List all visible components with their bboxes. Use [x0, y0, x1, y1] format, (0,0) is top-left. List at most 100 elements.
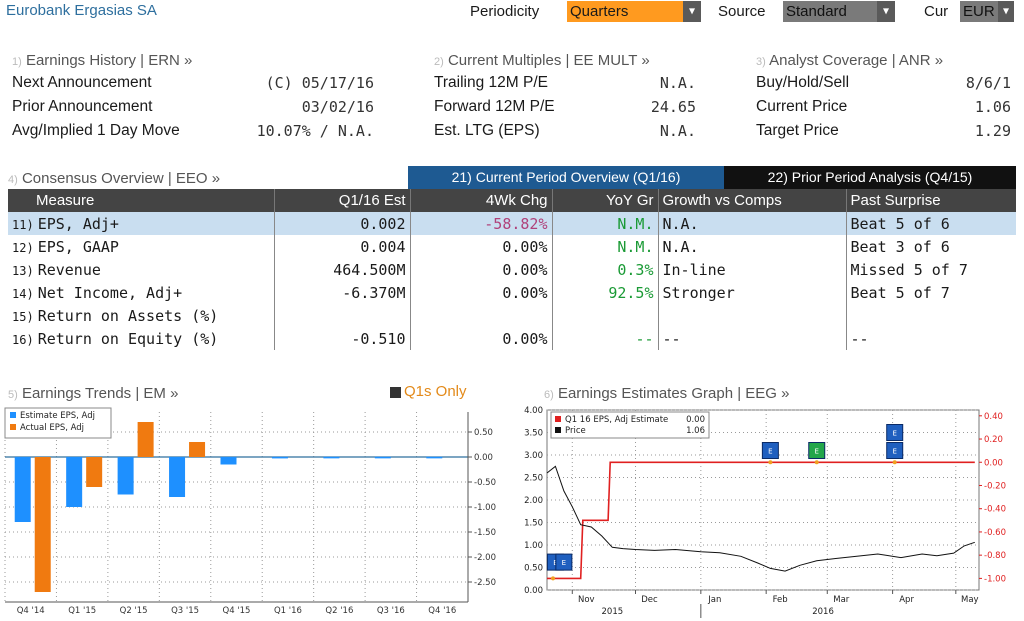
currency-select[interactable]: EUR — [960, 1, 998, 22]
source-select[interactable]: Standard — [783, 1, 877, 22]
periodicity-label: Periodicity — [470, 3, 540, 20]
row-number: 12) — [12, 240, 34, 255]
measure-cell: 15) Return on Assets (%) — [8, 304, 275, 327]
bar — [323, 456, 340, 459]
earnings-marker-label: E — [562, 559, 566, 567]
bar — [271, 456, 288, 459]
chevron-down-icon[interactable]: ▼ — [877, 1, 895, 22]
x-tick-label: Q1 '15 — [68, 606, 96, 616]
yoy-growth-cell: -- — [552, 327, 659, 350]
y-tick-label: 1.00 — [524, 541, 543, 551]
bar — [14, 457, 31, 522]
estimate-cell: 0.002 — [274, 212, 411, 235]
bar — [66, 457, 83, 507]
earnings-trends-chart: 0.50 0.00 -0.50 -1.00 -1.50 -2.00 -2.50 Q4 '14 Q… — [4, 407, 496, 616]
x-tick-label: Q2 '15 — [120, 606, 148, 616]
growth-vs-comps-cell — [658, 304, 847, 327]
row-number: 14) — [12, 286, 34, 301]
chevron-down-icon[interactable]: ▼ — [998, 1, 1014, 22]
estimates-graph-title[interactable]: 6) Earnings Estimates Graph | EEG » — [544, 385, 789, 402]
y2-tick-label: -1.00 — [984, 574, 1006, 584]
legend-value: 0.00 — [686, 415, 705, 425]
consensus-overview-title[interactable]: 4) Consensus Overview | EEO » — [8, 170, 220, 187]
forward-pe-value: 24.65 — [650, 98, 696, 116]
y2-tick-label: -0.40 — [984, 505, 1006, 515]
surprise-dot — [814, 460, 819, 465]
x-tick-label: Q2 '16 — [325, 606, 353, 616]
surprise-dot — [768, 460, 773, 465]
measure-label: Return on Equity (%) — [37, 329, 219, 348]
analyst-coverage-title[interactable]: 3) Analyst Coverage | ANR » — [756, 52, 943, 69]
y-tick-label: -2.50 — [474, 578, 496, 588]
row-number: 15) — [12, 309, 34, 324]
past-surprise-cell: Missed 5 of 7 — [850, 260, 968, 279]
tab-prior-period[interactable]: 22) Prior Period Analysis (Q4/15) — [724, 166, 1016, 189]
x-tick-label: Q4 '14 — [17, 606, 45, 616]
four-week-change-cell: -58.82% — [410, 212, 553, 235]
bar — [189, 442, 206, 457]
current-multiples-title[interactable]: 2) Current Multiples | EE MULT » — [434, 52, 650, 69]
y-tick-label: -0.50 — [474, 478, 496, 488]
table-row[interactable]: 11) EPS, Adj+ 0.002 -58.82% N.M. N.A. Beat 5 o… — [8, 212, 1016, 235]
periodicity-select[interactable]: Quarters — [567, 1, 683, 22]
growth-vs-comps-cell: In-line — [658, 258, 847, 281]
four-week-change-cell: 0.00% — [410, 327, 553, 350]
x-tick-label: Jan — [707, 595, 721, 605]
past-surprise-cell: Beat 5 of 7 — [850, 283, 950, 302]
currency-label: Cur — [924, 3, 949, 20]
y-tick-label: 2.50 — [524, 474, 543, 484]
buy-hold-sell-label: Buy/Hold/Sell — [756, 74, 850, 91]
tab-current-period[interactable]: 21) Current Period Overview (Q1/16) — [408, 166, 724, 189]
earnings-marker — [808, 442, 826, 459]
legend-label: Price — [565, 426, 586, 436]
section-title-text: Current Multiples | EE MULT » — [447, 52, 650, 69]
legend-label: Actual EPS, Adj — [20, 423, 84, 433]
q1s-only-checkbox[interactable] — [390, 387, 401, 398]
bar — [137, 422, 154, 457]
y-tick-label: 3.50 — [524, 429, 543, 439]
column-header[interactable]: Past Surprise — [846, 189, 1016, 212]
current-price-value: 1.06 — [974, 98, 1011, 116]
yoy-growth-cell: N.M. — [552, 212, 659, 235]
table-row[interactable]: 14) Net Income, Adj+ -6.370M 0.00% 92.5% Stro… — [8, 281, 1016, 304]
x-tick-label: May — [961, 595, 979, 605]
y-tick-label: 1.50 — [524, 519, 543, 529]
section-title-text: Earnings History | ERN » — [25, 52, 193, 69]
x-tick-label: Q1 '16 — [274, 606, 302, 616]
measure-label: EPS, Adj+ — [37, 214, 119, 233]
table-row[interactable]: 15) Return on Assets (%) — [8, 304, 1016, 327]
measure-label: Net Income, Adj+ — [37, 283, 183, 302]
table-row[interactable]: 12) EPS, GAAP 0.004 0.00% N.M. N.A. Beat 3 of … — [8, 235, 1016, 258]
measure-cell: 12) EPS, GAAP — [8, 235, 275, 258]
legend — [4, 407, 112, 439]
chevron-down-icon[interactable]: ▼ — [683, 1, 701, 22]
column-header[interactable]: YoY Gr — [552, 189, 659, 212]
legend-swatch — [555, 416, 561, 422]
prior-announcement-value: 03/02/16 — [301, 98, 374, 116]
estimate-cell: -0.510 — [274, 327, 411, 350]
table-row[interactable]: 13) Revenue 464.500M 0.00% 0.3% In-line Missed… — [8, 258, 1016, 281]
next-announcement-value: (C) 05/17/16 — [265, 74, 374, 92]
y2-tick-label: 0.40 — [984, 412, 1003, 422]
est-ltg-label: Est. LTG (EPS) — [434, 122, 540, 139]
earnings-marker — [761, 442, 779, 459]
current-price-label: Current Price — [756, 98, 848, 115]
earnings-history-title[interactable]: 1) Earnings History | ERN » — [12, 52, 192, 69]
earnings-trends-title[interactable]: 5) Earnings Trends | EM » — [8, 385, 178, 402]
source-label: Source — [718, 3, 766, 20]
q1s-only-label[interactable]: Q1s Only — [404, 383, 467, 400]
section-number: 2) — [434, 56, 444, 68]
column-header[interactable]: Q1/16 Est — [274, 189, 411, 212]
y-tick-label: -1.00 — [474, 503, 496, 513]
y2-tick-label: -0.20 — [984, 481, 1006, 491]
y-tick-label: -2.00 — [474, 553, 496, 563]
column-header[interactable]: Measure — [8, 189, 275, 212]
y-tick-label: -1.50 — [474, 528, 496, 538]
earnings-marker-label: E — [815, 448, 819, 456]
bar — [169, 457, 186, 497]
column-header[interactable]: 4Wk Chg — [410, 189, 553, 212]
column-header[interactable]: Growth vs Comps — [658, 189, 847, 212]
y2-tick-label: 0.20 — [984, 435, 1003, 445]
table-row[interactable]: 16) Return on Equity (%) -0.510 0.00% -- -- -- — [8, 327, 1016, 350]
section-number: 3) — [756, 56, 766, 68]
